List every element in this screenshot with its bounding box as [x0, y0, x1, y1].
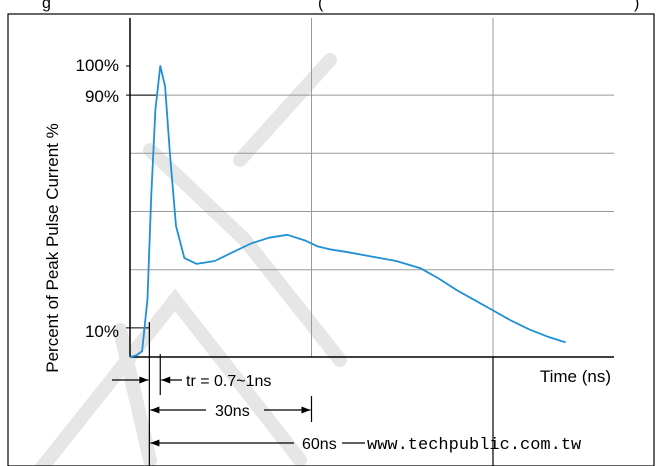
timing-annotations [112, 322, 494, 466]
annotation-60ns: 60ns [302, 436, 337, 453]
caption-left: g [42, 0, 51, 12]
rise-time-annotation: tr = 0.7~1ns [186, 373, 271, 390]
tr-arrow-right-head [161, 376, 171, 384]
tr-arrow-left-head [139, 376, 149, 384]
t30-arrow-left-head [150, 406, 160, 414]
y-tick-label-10: 10% [85, 322, 119, 341]
y-tick-label-100: 100% [76, 56, 119, 75]
x-axis-label: Time (ns) [540, 367, 611, 386]
grid [130, 18, 614, 357]
t60-arrow-left-head [150, 439, 160, 447]
annotation-30ns: 30ns [215, 403, 250, 420]
y-axis-label: Percent of Peak Pulse Current % [43, 123, 62, 372]
chart-frame [7, 13, 655, 466]
series-line-0 [129, 65, 566, 358]
caption-right: ( [318, 0, 324, 12]
caption-tail: ) [634, 0, 639, 12]
y-tick-label-90: 90% [85, 87, 119, 106]
watermark-text: www.techpublic.com.tw [367, 436, 582, 455]
axes [126, 18, 614, 358]
t30-arrow-right-head [301, 406, 311, 414]
data-marks [129, 65, 566, 358]
watermark-graphic [34, 53, 347, 466]
